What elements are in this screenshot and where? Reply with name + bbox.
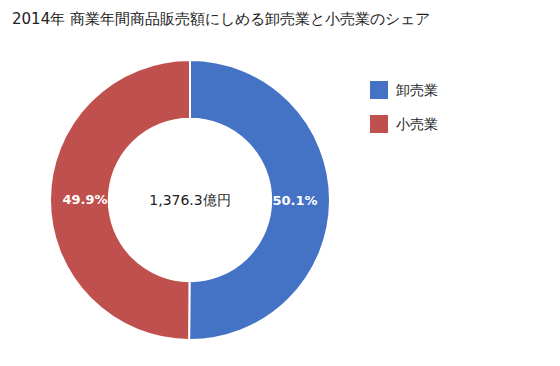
slices: [50, 60, 330, 340]
legend-label: 卸売業: [396, 82, 438, 98]
chart-container: 2014年 商業年間商品販売額にしめる卸売業と小売業のシェア 50.1% 49.9%…: [0, 0, 560, 366]
center-text: 1,376.3億円: [149, 192, 230, 208]
data-label: 50.1%: [272, 193, 317, 208]
chart-title: 2014年 商業年間商品販売額にしめる卸売業と小売業のシェア: [12, 10, 430, 28]
data-labels: 50.1% 49.9%: [62, 192, 317, 208]
legend-swatch: [370, 115, 388, 133]
legend-label: 小売業: [396, 116, 438, 132]
legend-swatch: [370, 81, 388, 99]
legend: 卸売業小売業: [370, 81, 438, 133]
chart-svg: 2014年 商業年間商品販売額にしめる卸売業と小売業のシェア 50.1% 49.9%…: [0, 0, 560, 366]
data-label: 49.9%: [62, 192, 107, 207]
